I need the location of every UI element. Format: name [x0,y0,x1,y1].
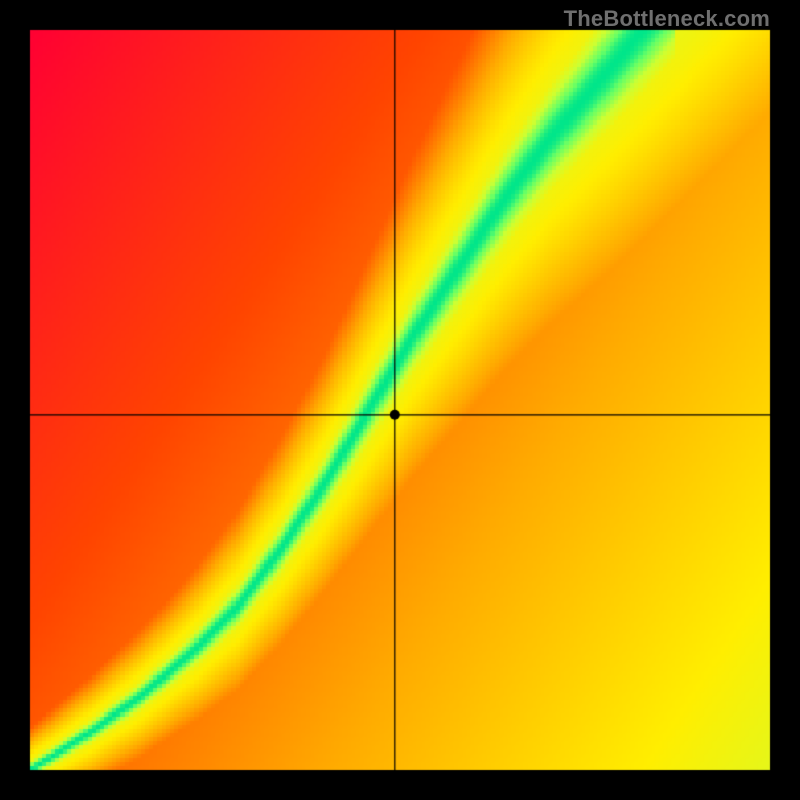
heatmap-canvas [0,0,800,800]
chart-container: { "watermark": { "text": "TheBottleneck.… [0,0,800,800]
watermark-text: TheBottleneck.com [564,6,770,32]
